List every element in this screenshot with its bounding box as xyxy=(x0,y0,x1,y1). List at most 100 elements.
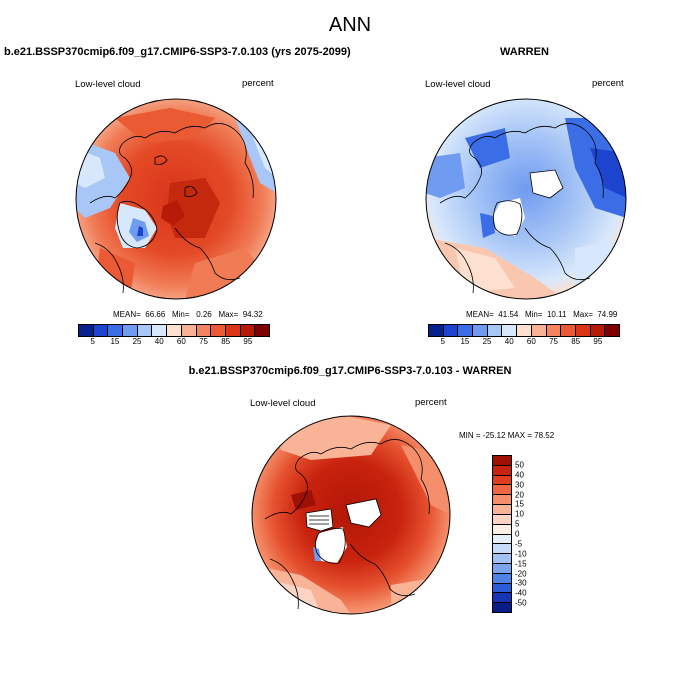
bottom-colorbar-swatches xyxy=(493,456,511,612)
top-left-colorbar-swatches xyxy=(79,325,269,336)
colorbar-tick-label: 50 xyxy=(515,460,524,470)
colorbar-swatch xyxy=(196,325,212,336)
colorbar-swatch xyxy=(590,325,606,336)
colorbar-swatch xyxy=(493,603,511,612)
colorbar-tick-label: -15 xyxy=(515,559,527,569)
colorbar-tick-label: 95 xyxy=(243,337,253,346)
top-right-min-value: 10.11 xyxy=(546,310,567,319)
colorbar-swatch xyxy=(546,325,562,336)
colorbar-swatch xyxy=(493,583,511,594)
colorbar-swatch xyxy=(493,573,511,584)
colorbar-swatch xyxy=(493,485,511,496)
colorbar-tick-label: 60 xyxy=(526,337,536,346)
colorbar-tick-label: 15 xyxy=(110,337,120,346)
top-left-colorbar-ticks: 5 15 25 40 60 75 85 95 xyxy=(78,337,270,349)
colorbar-swatch xyxy=(493,593,511,604)
colorbar-swatch xyxy=(493,475,511,486)
colorbar-tick-label: 15 xyxy=(515,499,524,509)
colorbar-tick-label: -5 xyxy=(515,539,523,549)
bottom-polar-map xyxy=(251,415,451,615)
colorbar-tick-label: 85 xyxy=(221,337,231,346)
colorbar-swatch xyxy=(458,325,474,336)
colorbar-tick-label: 0 xyxy=(515,529,520,539)
colorbar-swatch xyxy=(502,325,518,336)
colorbar-swatch xyxy=(443,325,459,336)
top-right-colorbar xyxy=(428,324,620,337)
colorbar-swatch xyxy=(493,554,511,564)
colorbar-tick-label: 60 xyxy=(176,337,186,346)
colorbar-tick-label: -40 xyxy=(515,588,527,598)
colorbar-tick-label: 25 xyxy=(132,337,142,346)
colorbar-tick-label: -30 xyxy=(515,578,527,588)
colorbar-tick-label: 40 xyxy=(504,337,514,346)
bottom-variable-label: Low-level cloud xyxy=(250,398,316,409)
colorbar-tick-label: 85 xyxy=(571,337,581,346)
colorbar-tick-label: 20 xyxy=(515,490,524,499)
top-left-variable-label: Low-level cloud xyxy=(75,79,141,90)
colorbar-swatch xyxy=(531,325,547,336)
top-right-stats: MEAN= 41.54 Min= 10.11 Max= 74.99 xyxy=(466,310,618,319)
colorbar-swatch xyxy=(211,325,226,336)
top-left-max-value: 94.32 xyxy=(242,310,263,319)
colorbar-swatch xyxy=(152,325,168,336)
colorbar-swatch xyxy=(123,325,138,336)
colorbar-swatch xyxy=(493,495,511,506)
colorbar-swatch xyxy=(93,325,109,336)
colorbar-swatch xyxy=(493,465,511,476)
colorbar-swatch xyxy=(473,325,488,336)
colorbar-tick-label: 15 xyxy=(460,337,470,346)
colorbar-swatch xyxy=(493,544,511,555)
top-left-stats: MEAN= 66.66 Min= 0.26 Max= 94.32 xyxy=(113,310,263,319)
colorbar-tick-label: 75 xyxy=(549,337,558,346)
colorbar-tick-label: 10 xyxy=(515,509,524,519)
top-left-colorbar xyxy=(78,324,270,337)
colorbar-swatch xyxy=(167,325,182,336)
bottom-case-title: b.e21.BSSP370cmip6.f09_g17.CMIP6-SSP3-7.… xyxy=(188,365,512,377)
colorbar-swatch xyxy=(517,325,532,336)
top-left-mean-value: 66.66 xyxy=(145,310,166,319)
top-right-case-title: WARREN xyxy=(500,46,549,58)
colorbar-tick-label: -10 xyxy=(515,549,527,559)
top-left-min-value: 0.26 xyxy=(196,310,212,319)
colorbar-tick-label: -20 xyxy=(515,569,527,578)
colorbar-tick-label: 5 xyxy=(440,337,445,346)
top-right-polar-map xyxy=(425,98,627,300)
top-right-variable-label: Low-level cloud xyxy=(425,79,491,90)
colorbar-tick-label: 75 xyxy=(199,337,208,346)
colorbar-swatch xyxy=(575,325,591,336)
colorbar-swatch xyxy=(240,325,256,336)
bottom-units-label: percent xyxy=(415,397,447,408)
colorbar-swatch xyxy=(561,325,576,336)
colorbar-swatch xyxy=(79,325,94,336)
colorbar-tick-label: 30 xyxy=(515,480,524,490)
bottom-colorbar-ticks: 50 40 30 20 15 10 5 0 -5 -10 -15 -20 -30 -40 -50 xyxy=(515,455,545,613)
colorbar-swatch xyxy=(108,325,124,336)
top-right-colorbar-ticks: 5 15 25 40 60 75 85 95 xyxy=(428,337,620,349)
colorbar-tick-label: 95 xyxy=(593,337,603,346)
colorbar-swatch xyxy=(493,505,511,515)
colorbar-swatch xyxy=(137,325,153,336)
colorbar-tick-label: 5 xyxy=(90,337,95,346)
colorbar-swatch xyxy=(255,325,269,336)
colorbar-swatch xyxy=(225,325,241,336)
colorbar-swatch xyxy=(487,325,503,336)
top-right-colorbar-swatches xyxy=(429,325,619,336)
top-left-case-title: b.e21.BSSP370cmip6.f09_g17.CMIP6-SSP3-7.… xyxy=(4,46,351,58)
colorbar-tick-label: 40 xyxy=(154,337,164,346)
top-right-units-label: percent xyxy=(592,78,624,89)
colorbar-swatch xyxy=(493,514,511,525)
bottom-colorbar xyxy=(492,455,512,613)
colorbar-swatch xyxy=(493,534,511,545)
colorbar-swatch xyxy=(429,325,444,336)
top-right-max-value: 74.99 xyxy=(597,310,618,319)
colorbar-swatch xyxy=(181,325,197,336)
colorbar-swatch xyxy=(493,563,511,574)
colorbar-swatch xyxy=(605,325,619,336)
colorbar-tick-label: 25 xyxy=(482,337,492,346)
colorbar-swatch xyxy=(493,456,511,466)
colorbar-tick-label: -50 xyxy=(515,598,527,608)
colorbar-tick-label: 5 xyxy=(515,519,520,529)
colorbar-tick-label: 40 xyxy=(515,470,524,480)
top-left-units-label: percent xyxy=(242,78,274,89)
top-right-mean-value: 41.54 xyxy=(498,310,519,319)
